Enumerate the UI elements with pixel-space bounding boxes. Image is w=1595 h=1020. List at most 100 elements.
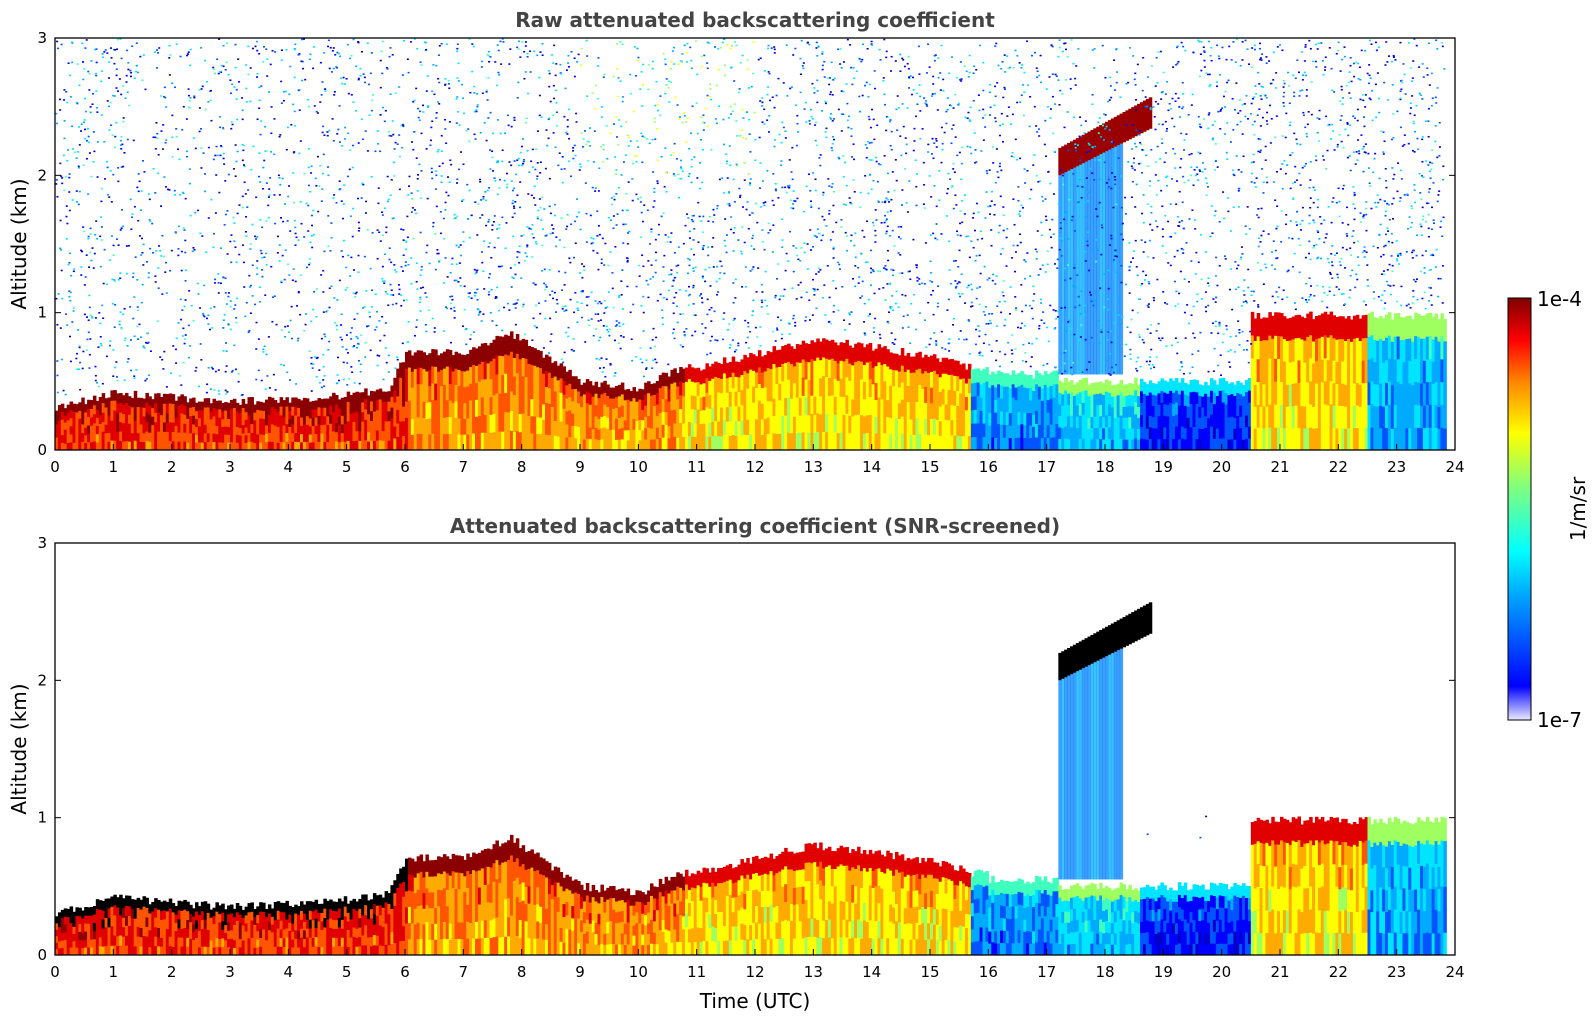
heat-cell [480, 378, 485, 398]
heat-cell [442, 384, 447, 402]
noise-speck [113, 62, 116, 65]
noise-speck [540, 116, 543, 119]
noise-speck [1166, 81, 1169, 83]
heat-cell [693, 409, 698, 424]
heat-cell [402, 376, 406, 393]
heat-cell [501, 393, 505, 413]
noise-speck [1096, 215, 1099, 218]
noise-speck [643, 375, 646, 378]
heat-cell [311, 409, 316, 418]
heat-cell [186, 442, 190, 450]
noise-speck [1304, 126, 1307, 129]
heat-cell [1029, 437, 1033, 450]
heat-cell [285, 414, 289, 425]
heat-cell [518, 413, 523, 433]
noise-speck [647, 296, 650, 299]
heat-cell [1072, 439, 1077, 450]
heat-cell [291, 397, 295, 407]
heat-cell [1043, 397, 1048, 412]
noise-speck [415, 262, 418, 264]
noise-speck [1023, 71, 1026, 74]
heat-cell [145, 440, 149, 450]
heat-cell [425, 418, 429, 435]
noise-speck [622, 323, 625, 325]
heat-cell [708, 422, 712, 437]
heat-cell [480, 396, 485, 416]
heat-cell [1361, 382, 1366, 406]
noise-speck [616, 95, 619, 98]
noise-speck [1019, 157, 1022, 160]
heat-cell [1049, 398, 1054, 412]
noise-speck [1055, 317, 1058, 320]
noise-speck [292, 172, 295, 174]
noise-speck [1317, 231, 1320, 234]
heat-cell [1014, 412, 1019, 426]
heat-cell [1411, 406, 1415, 429]
noise-speck [529, 50, 532, 53]
heat-cell [1390, 341, 1395, 364]
heat-cell [1347, 316, 1351, 339]
noise-speck [777, 197, 780, 199]
heat-cell [81, 415, 85, 425]
noise-speck [679, 60, 682, 62]
noise-speck [350, 93, 353, 96]
noise-speck [81, 367, 84, 370]
noise-speck [1381, 294, 1384, 296]
heat-cell [1367, 358, 1372, 383]
noise-speck [1253, 44, 1256, 47]
heat-cell [603, 426, 607, 440]
heat-cell [84, 442, 88, 450]
heat-cell [1420, 427, 1424, 450]
noise-speck [664, 147, 667, 149]
heat-cell [177, 432, 182, 442]
heat-cell [582, 427, 587, 440]
heat-cell [1399, 339, 1404, 363]
heat-cell [378, 388, 383, 400]
heat-cell [215, 408, 219, 418]
heat-cell [539, 367, 543, 385]
heat-cell [647, 404, 651, 417]
noise-speck [1061, 372, 1064, 375]
noise-speck [1050, 236, 1052, 239]
heat-cell [186, 426, 190, 435]
heat-cell [1040, 400, 1045, 414]
heat-cell [950, 419, 954, 436]
noise-speck [1332, 197, 1335, 199]
noise-speck [612, 306, 615, 309]
heat-cell [676, 372, 680, 387]
noise-speck [1437, 277, 1440, 280]
noise-speck [94, 233, 97, 236]
heat-cell [734, 405, 739, 422]
noise-speck [1014, 296, 1017, 298]
heat-cell [1131, 405, 1135, 418]
heat-cell [1137, 103, 1141, 135]
noise-speck [1318, 118, 1321, 120]
noise-speck [899, 53, 902, 56]
heat-cell [122, 395, 126, 405]
heat-cell [997, 370, 1001, 385]
heat-cell [1312, 406, 1316, 429]
heat-cell [1084, 133, 1089, 162]
noise-speck [1112, 206, 1115, 209]
heat-cell [600, 427, 604, 440]
noise-speck [1416, 234, 1419, 237]
heat-cell [195, 434, 199, 443]
noise-speck [1391, 84, 1394, 86]
noise-speck [1144, 241, 1147, 244]
heat-cell [221, 410, 225, 420]
noise-speck [1211, 124, 1214, 126]
noise-speck [1386, 269, 1389, 271]
heat-cell [868, 378, 873, 398]
noise-speck [57, 293, 60, 295]
noise-speck [95, 74, 98, 77]
noise-speck [555, 311, 558, 313]
heat-cell [1058, 380, 1062, 393]
heat-cell [565, 436, 569, 450]
heat-cell [737, 376, 742, 392]
noise-speck [568, 257, 571, 260]
heat-cell [340, 423, 345, 434]
heat-cell [734, 420, 739, 436]
heat-cell [973, 395, 978, 410]
heat-cell [475, 365, 479, 383]
heat-cell [1323, 426, 1328, 450]
